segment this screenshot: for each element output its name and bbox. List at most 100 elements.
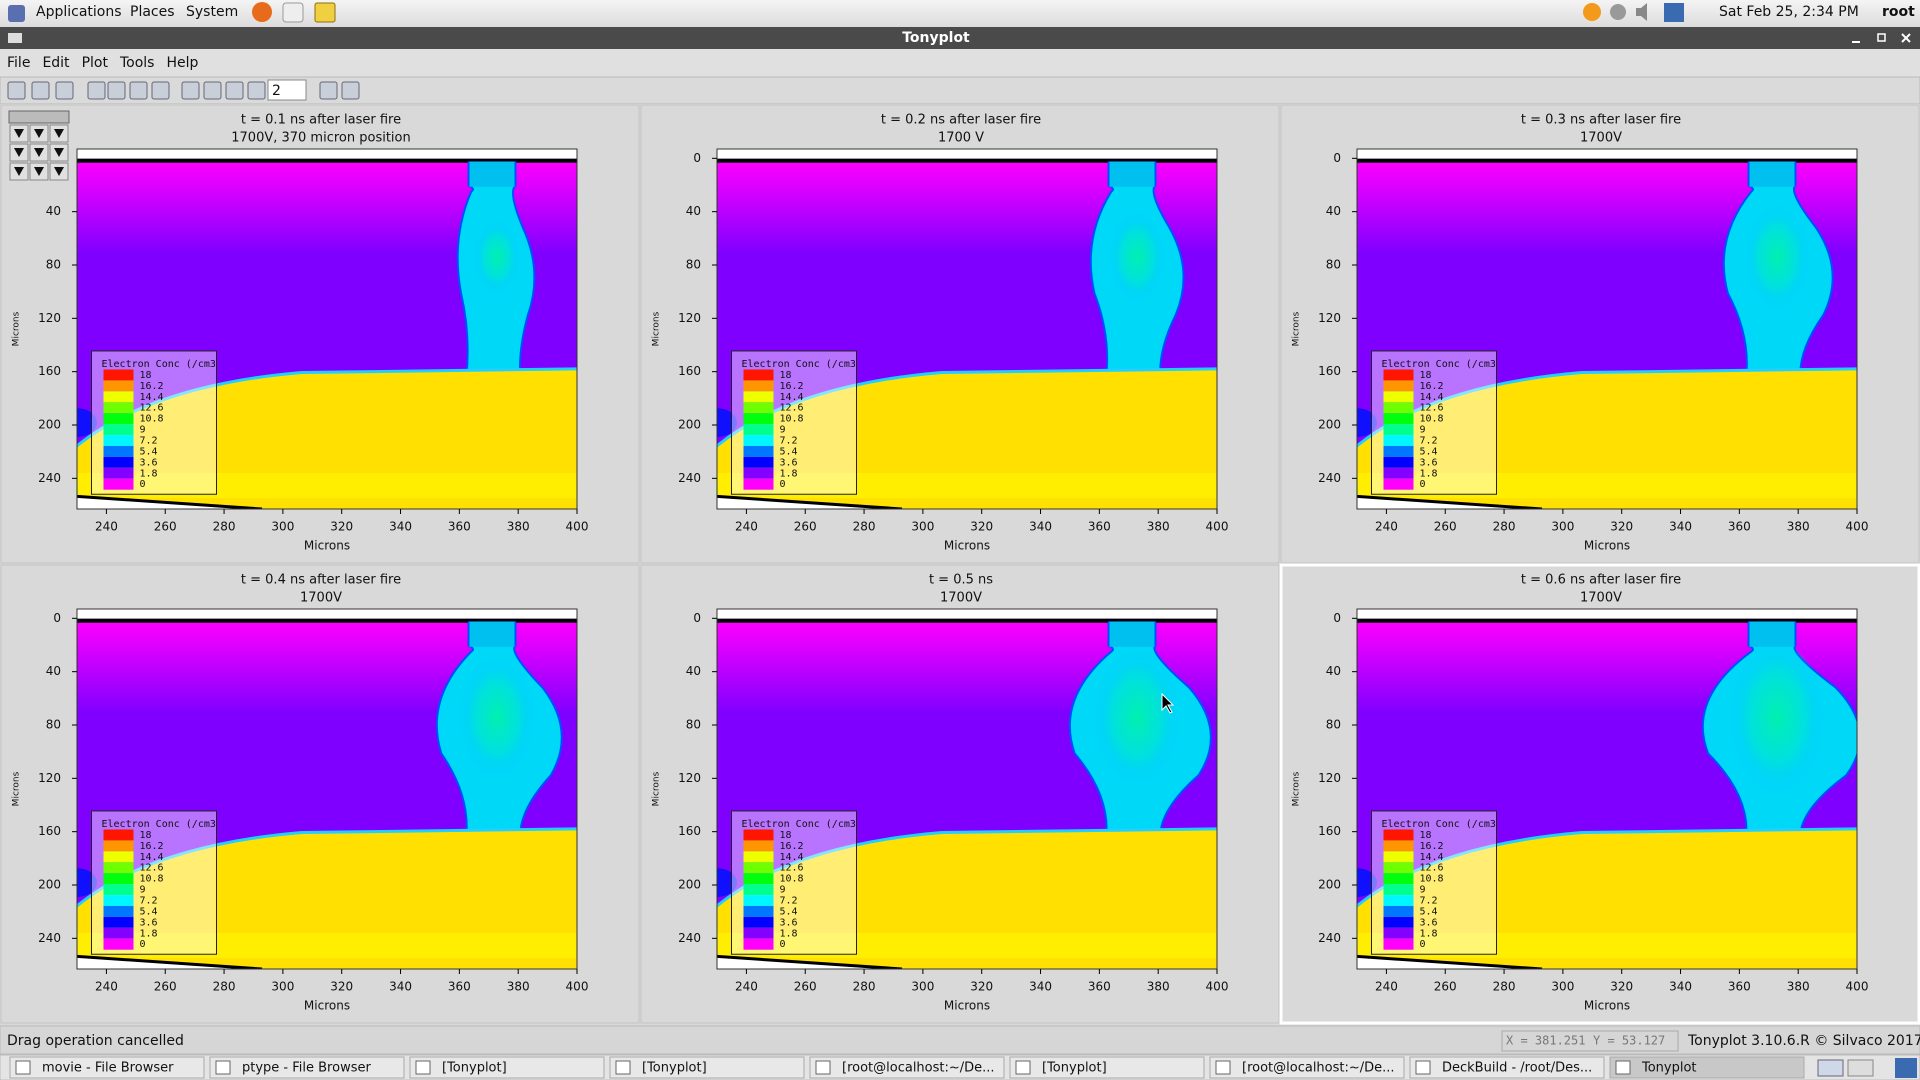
zoom-spin-value[interactable]: 2 [272,83,281,99]
toolbar-button[interactable] [341,81,360,100]
nav-arrow[interactable] [54,129,64,138]
task-icon[interactable] [415,1060,431,1075]
trash-icon[interactable] [1895,1058,1917,1078]
nav-arrow[interactable] [34,148,44,157]
plot-panel[interactable]: t = 0.5 ns 1700V 240 260 280 300 320 340 360 380 4… [640,564,1280,1024]
task-label[interactable]: [Tonyplot] [1042,1061,1107,1076]
task-icon[interactable] [1015,1060,1031,1075]
toolbar-button[interactable] [203,81,222,100]
task-button[interactable] [809,1056,1005,1079]
toolbar-button[interactable] [87,81,106,100]
plume-cap [1749,621,1795,647]
legend-swatch [1383,884,1414,896]
task-button[interactable] [1609,1056,1805,1079]
nav-arrow[interactable] [54,148,64,157]
nav-arrow[interactable] [34,129,44,138]
task-icon[interactable] [1415,1060,1431,1075]
menu-system[interactable]: System [186,4,238,20]
apps-icon[interactable] [8,5,25,22]
editor-launcher[interactable] [314,2,336,23]
toolbar-button[interactable] [129,81,148,100]
x-tick-label: 400 [1846,520,1869,534]
task-icon[interactable] [1215,1060,1231,1075]
clock[interactable]: Sat Feb 25, 2:34 PM [1719,4,1859,20]
legend-swatch [743,938,774,950]
y-tick-label: 0 [53,611,61,625]
toolbar-button[interactable] [151,81,170,100]
user[interactable]: root [1882,4,1915,20]
menu-applications[interactable]: Applications [36,4,122,20]
task-button[interactable] [9,1056,205,1079]
task-icon[interactable] [215,1060,231,1075]
x-tick-label: 360 [1728,980,1751,994]
task-label[interactable]: DeckBuild - /root/Des... [1442,1061,1592,1076]
toolbar-button[interactable] [31,81,50,100]
plot-panel[interactable]: t = 0.3 ns after laser fire 1700V 240 260 28… [1280,104,1920,564]
task-label[interactable]: Tonyplot [1641,1061,1697,1076]
legend-level: 14.4 [140,392,164,403]
task-button[interactable] [1209,1056,1405,1079]
task-label[interactable]: [Tonyplot] [442,1061,507,1076]
task-button[interactable] [1009,1056,1205,1079]
y-tick-label: 40 [1326,664,1341,678]
firefox-launcher[interactable] [252,2,272,22]
nav-arrow[interactable] [14,148,24,157]
plot-subtitle: 1700V [940,591,982,606]
x-tick-label: 260 [154,520,177,534]
legend-swatch [1383,369,1414,381]
toolbar-button[interactable] [7,81,26,100]
workspace-2[interactable] [1847,1059,1874,1077]
volume-icon[interactable] [1636,3,1647,21]
plot-panel[interactable]: t = 0.1 ns after laser fire 1700V, 370 mi… [0,104,640,564]
status-x: X = 381.251 [1506,1034,1585,1048]
toolbar-button[interactable] [181,81,200,100]
menu-item[interactable]: Help [166,55,198,71]
display-icon[interactable] [1664,3,1684,22]
window-menu-icon[interactable] [8,33,22,43]
plot-panel[interactable]: t = 0.6 ns after laser fire 1700V 240 260 28… [1279,563,1920,1025]
legend-swatch [1383,927,1414,939]
nav-arrow[interactable] [14,129,24,138]
plume-cap [1749,161,1795,187]
nav-bar[interactable] [8,110,70,124]
task-label[interactable]: movie - File Browser [42,1061,174,1076]
nav-arrow[interactable] [14,167,24,176]
task-button[interactable] [409,1056,605,1079]
nav-arrow[interactable] [54,167,64,176]
menu-places[interactable]: Places [130,4,175,20]
task-icon[interactable] [815,1060,831,1075]
task-label[interactable]: [root@localhost:~/De... [842,1061,995,1076]
menu-item[interactable]: Tools [119,55,155,71]
network-icon[interactable] [1610,4,1626,20]
toolbar-button[interactable] [247,81,266,100]
mail-launcher[interactable] [282,2,304,23]
toolbar-button[interactable] [107,81,126,100]
plot-panel[interactable]: t = 0.2 ns after laser fire 1700 V 240 260 2… [640,104,1280,564]
task-button[interactable] [209,1056,405,1079]
y-tick-label: 120 [1318,771,1341,785]
nav-arrow[interactable] [34,167,44,176]
menu-item[interactable]: Edit [42,55,70,71]
maximize-button[interactable] [1877,33,1886,42]
close-button[interactable] [1901,33,1911,43]
task-icon[interactable] [15,1060,31,1075]
zoom-spin-box[interactable] [267,79,307,101]
toolbar-button[interactable] [55,81,74,100]
task-label[interactable]: [Tonyplot] [642,1061,707,1076]
x-tick-label: 320 [970,520,993,534]
legend-level: 7.2 [1420,896,1438,907]
workspace-1[interactable] [1817,1059,1844,1077]
plot-panel[interactable]: t = 0.4 ns after laser fire 1700V 240 260 28… [0,564,640,1024]
toolbar-button[interactable] [319,81,338,100]
menu-item[interactable]: Plot [82,55,109,71]
menu-item[interactable]: File [7,55,30,71]
task-label[interactable]: [root@localhost:~/De... [1242,1061,1395,1076]
toolbar-button[interactable] [225,81,244,100]
task-icon[interactable] [1615,1060,1631,1075]
task-icon[interactable] [615,1060,631,1075]
task-button[interactable] [609,1056,805,1079]
task-label[interactable]: ptype - File Browser [242,1061,371,1076]
task-button[interactable] [1409,1056,1605,1079]
x-tick-label: 320 [1610,520,1633,534]
update-icon[interactable] [1583,3,1601,21]
